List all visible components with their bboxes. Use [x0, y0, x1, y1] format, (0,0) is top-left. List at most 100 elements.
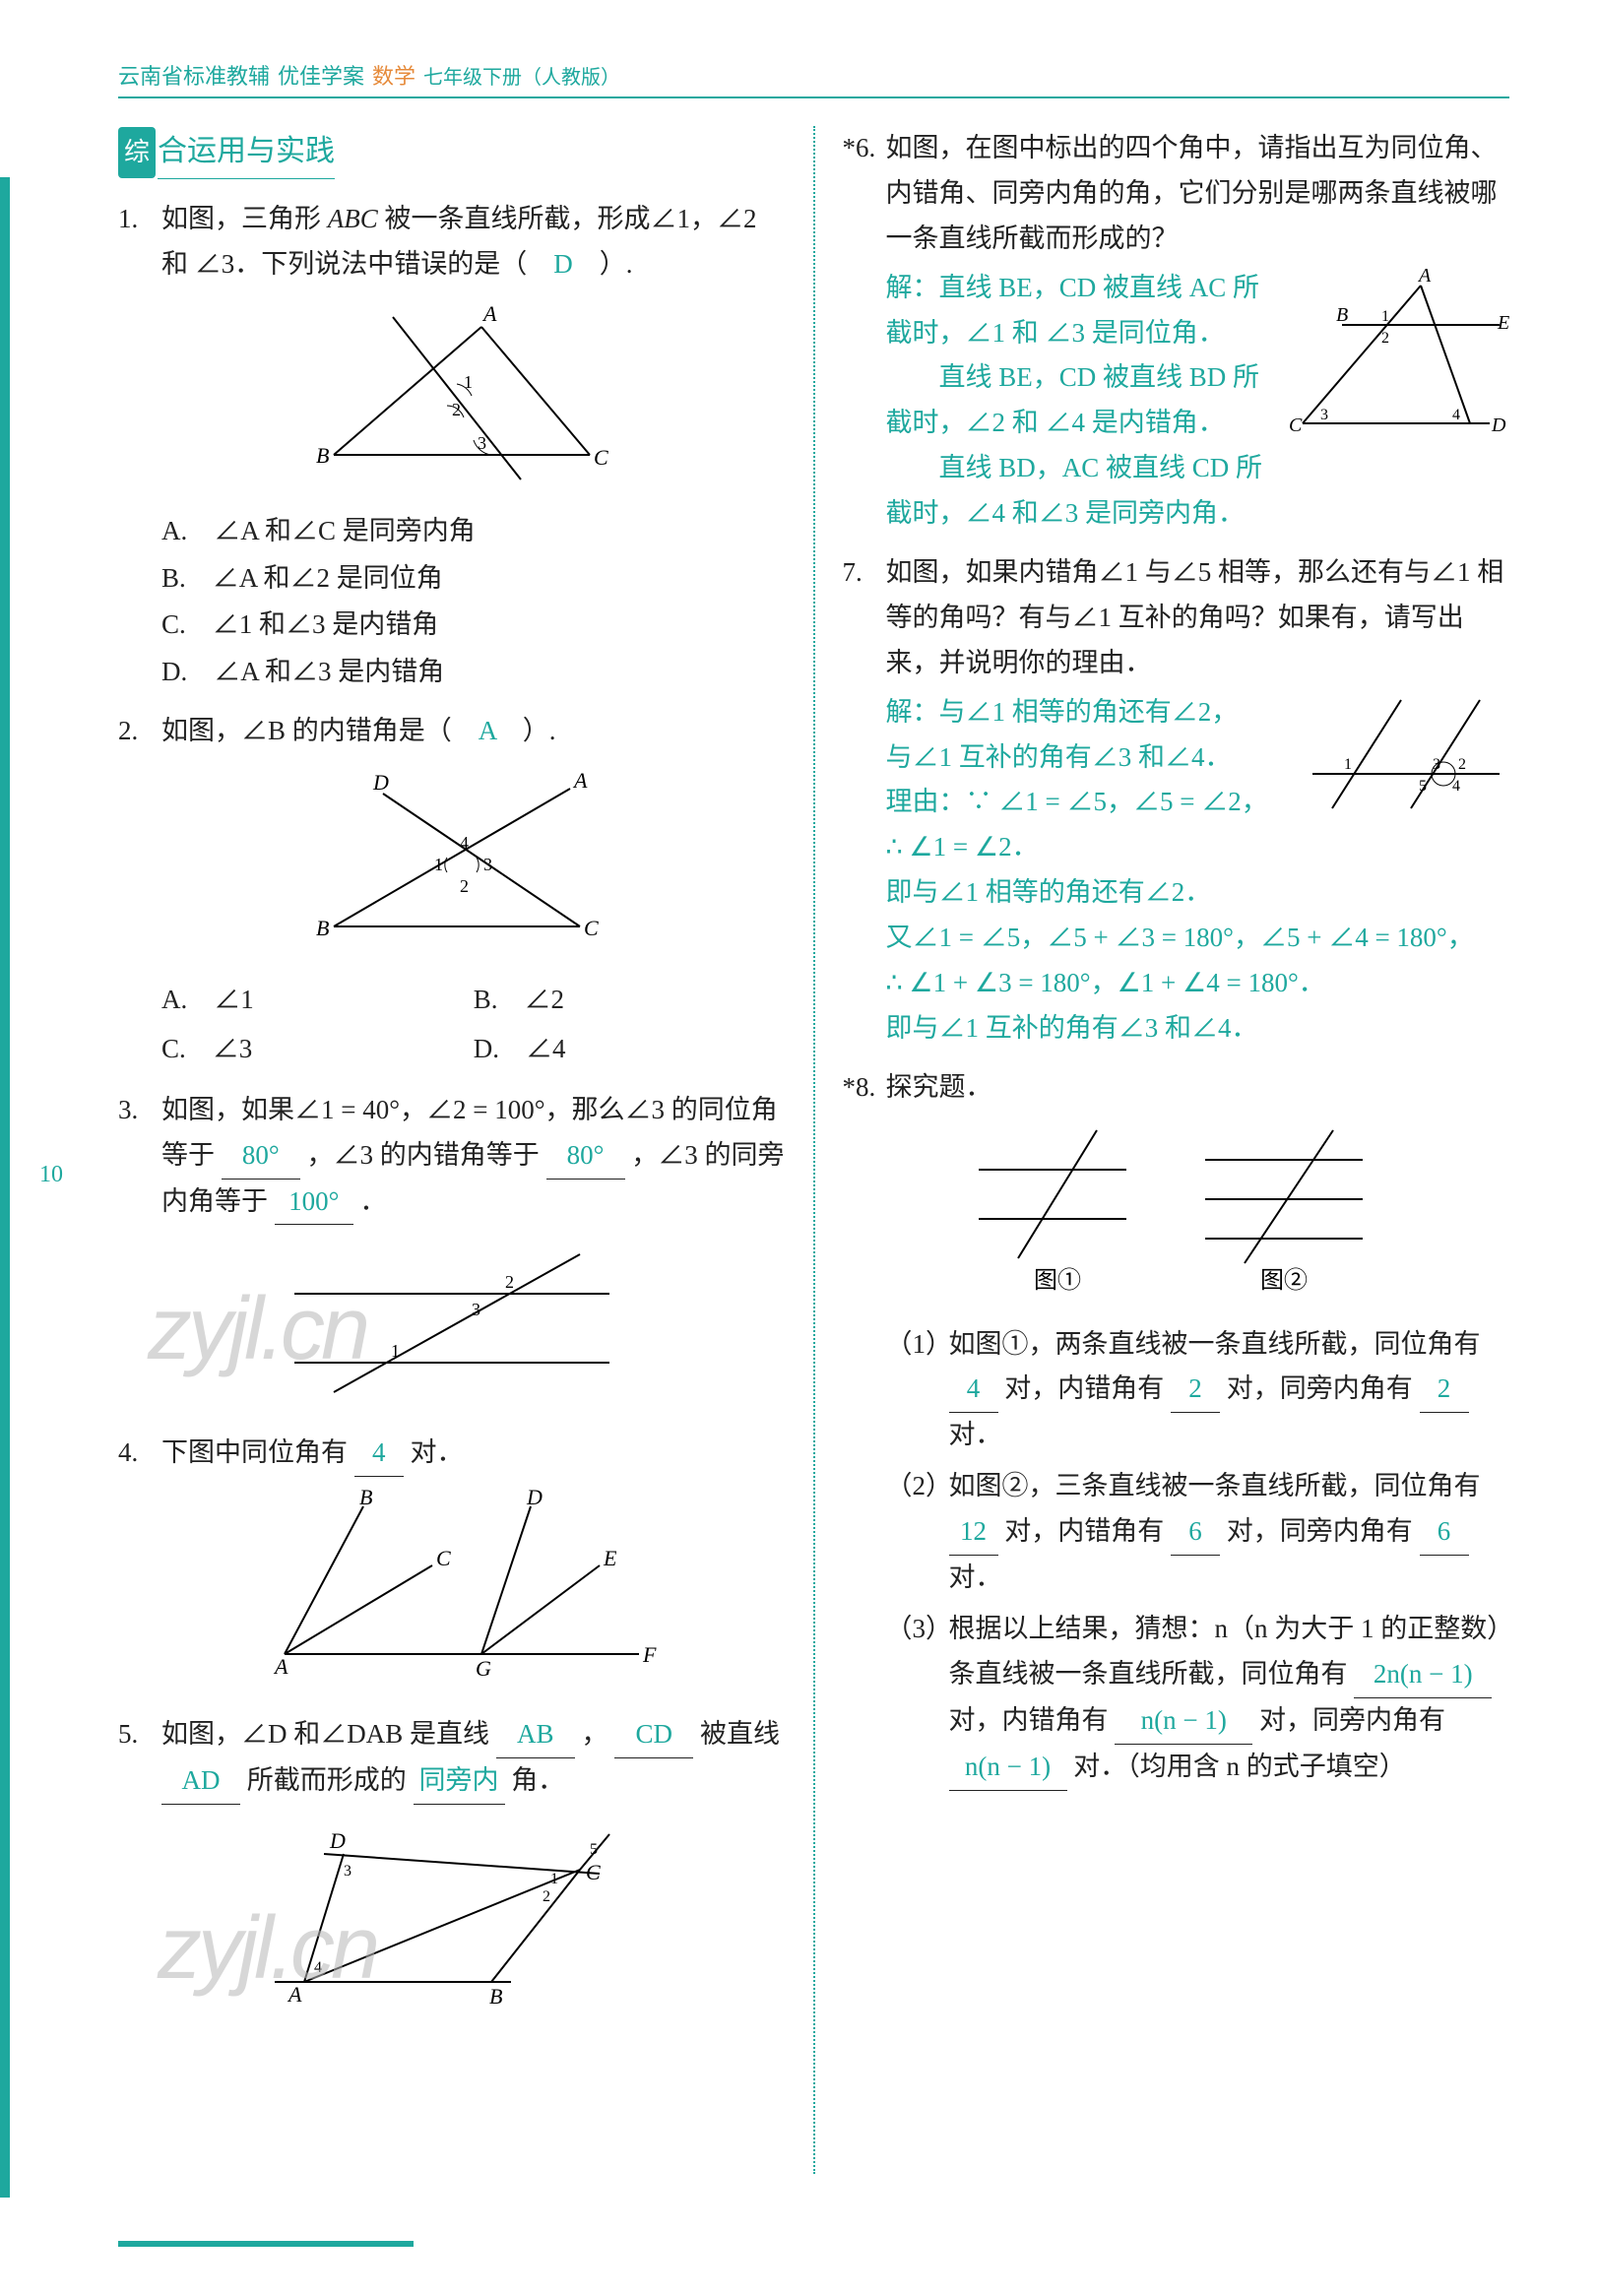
q5-C: C [586, 1860, 601, 1884]
q4-t1: 下图中同位角有 [161, 1437, 348, 1467]
q3-l3: 3 [472, 1300, 480, 1319]
q1-figure: A B C 1 2 3 [118, 297, 786, 499]
right-column: *6. 如图，在图中标出的四个角中，请指出互为同位角、内错角、同旁内角的角，它们… [843, 126, 1510, 2174]
header-grade: 七年级下册（人教版） [423, 61, 620, 90]
q1-answer: D [553, 249, 573, 279]
q5-l5: 5 [590, 1841, 598, 1858]
q2-choices: A. ∠1 B. ∠2 C. ∠3 D. ∠4 [118, 976, 786, 1074]
q8-s2-b2: 6 [1171, 1509, 1220, 1556]
question-7: 7. 如图，如果内错角∠1 与∠5 相等，那么还有与∠1 相等的角吗？有与∠1 … [843, 550, 1510, 1052]
q7-l1: 1 [1344, 756, 1352, 773]
q4-blank-1: 4 [354, 1431, 404, 1477]
q8-s2-t3: 对，同旁内角有 [1227, 1516, 1413, 1546]
q8-sub3: （3） 根据以上结果，猜想：n（n 为大于 1 的正整数）条直线被一条直线所截，… [843, 1607, 1510, 1791]
q1-l2: 2 [452, 400, 461, 419]
q8-figure: 图① 图② [843, 1120, 1510, 1312]
q3-t4: ． [360, 1186, 387, 1216]
question-6: *6. 如图，在图中标出的四个角中，请指出互为同位角、内错角、同旁内角的角，它们… [843, 126, 1510, 537]
q8-s3-t4: 对．（均用含 n 的式子填空） [1073, 1752, 1406, 1781]
q5-body: 如图，∠D 和∠DAB 是直线 AB ， CD 被直线 AD 所截而形成的 同旁… [161, 1712, 786, 1805]
q4-figure: A B C D E F G [118, 1487, 786, 1698]
q4-body: 下图中同位角有 4 对． [161, 1431, 786, 1477]
q4-A: A [273, 1654, 288, 1679]
q3-num: 3. [118, 1088, 161, 1226]
q5-l1: 1 [550, 1871, 558, 1887]
q8-s3-t2: 对，内错角有 [949, 1705, 1109, 1735]
q8-cap2: 图② [1260, 1267, 1308, 1294]
q2-l2: 2 [460, 876, 469, 896]
q7-num: 7. [843, 550, 886, 686]
q1-text-c: ）. [573, 249, 633, 279]
q5-t5: 角． [511, 1765, 564, 1795]
q8-s2-t4: 对． [949, 1563, 1002, 1592]
question-2: 2. 如图，∠B 的内错角是（ A ）. A B C D 1 [118, 709, 786, 1074]
q5-figure: A B C D 1 2 3 4 5 zyjl.cn [118, 1815, 786, 2026]
q8-cap1: 图① [1034, 1267, 1081, 1294]
bottom-accent-bar [118, 2241, 414, 2247]
q7-l5: 5 [1419, 778, 1427, 795]
q6-B: B [1336, 304, 1348, 326]
q6-body: 如图，在图中标出的四个角中，请指出互为同位角、内错角、同旁内角的角，它们分别是哪… [886, 126, 1510, 262]
q2-text-b: ）. [496, 716, 556, 745]
q8-sub2: （2） 如图②，三条直线被一条直线所截，同位角有 12 对，内错角有 6 对，同… [843, 1464, 1510, 1601]
q4-t2: 对． [411, 1437, 464, 1467]
q4-G: G [476, 1656, 491, 1681]
q3-l2: 2 [505, 1272, 514, 1292]
q1-choices: A. ∠A 和∠C 是同旁内角 B. ∠A 和∠2 是同位角 C. ∠1 和∠3… [118, 509, 786, 696]
q7-sol-7: 即与∠1 互补的角有∠3 和∠4． [886, 1006, 1510, 1052]
q5-blank-1: AB [496, 1712, 575, 1758]
q4-E: E [603, 1546, 617, 1570]
q6-C: C [1289, 415, 1303, 436]
q7-body: 如图，如果内错角∠1 与∠5 相等，那么还有与∠1 相等的角吗？有与∠1 互补的… [886, 550, 1510, 686]
q3-blank-2: 80° [546, 1133, 625, 1180]
question-1: 1. 如图，三角形 ABC 被一条直线所截，形成∠1，∠2 和 ∠3．下列说法中… [118, 197, 786, 695]
q1-l1: 1 [464, 372, 473, 392]
q1-A: A [481, 301, 497, 326]
q1-abc: ABC [328, 204, 378, 233]
q5-D: D [329, 1828, 346, 1853]
q8-s1-t4: 对． [949, 1420, 1002, 1449]
q6-D: D [1491, 415, 1506, 436]
q2-text-a: 如图，∠B 的内错角是（ [161, 716, 479, 745]
q1-num: 1. [118, 197, 161, 287]
q2-choice-B: B. ∠2 [474, 978, 786, 1023]
q6-E: E [1497, 312, 1509, 334]
q5-blank-2: CD [614, 1712, 693, 1758]
q6-figure: A B C D E 1 2 3 4 [1283, 266, 1509, 468]
q8-s2-t2: 对，内错角有 [1004, 1516, 1164, 1546]
q8-body: 探究题． [886, 1065, 1510, 1111]
q8-s1-num: （1） [886, 1322, 949, 1459]
q2-body: 如图，∠B 的内错角是（ A ）. [161, 709, 786, 754]
q3-body: 如图，如果∠1 = 40°，∠2 = 100°，那么∠3 的同位角等于 80° … [161, 1088, 786, 1226]
q7-sol-4: 即与∠1 相等的角还有∠2． [886, 870, 1510, 916]
q5-num: 5. [118, 1712, 161, 1805]
q8-sub1: （1） 如图①，两条直线被一条直线所截，同位角有 4 对，内错角有 2 对，同旁… [843, 1322, 1510, 1459]
q3-l1: 1 [391, 1341, 400, 1361]
q8-s3-num: （3） [886, 1607, 949, 1791]
q8-s3-b2: n(n − 1) [1115, 1698, 1252, 1745]
q5-l3: 3 [344, 1863, 352, 1880]
q8-s1-t1: 如图①，两条直线被一条直线所截，同位角有 [949, 1329, 1481, 1359]
q2-l1: 1 [434, 855, 443, 874]
q7-sol-6: ∴ ∠1 + ∠3 = 180°，∠1 + ∠4 = 180°． [886, 961, 1510, 1006]
q2-l3: 3 [483, 855, 492, 874]
question-4: 4. 下图中同位角有 4 对． A B [118, 1431, 786, 1698]
q2-choice-A: A. ∠1 [161, 978, 474, 1023]
q5-blank-3: AD [161, 1758, 240, 1805]
q1-choice-A: A. ∠A 和∠C 是同旁内角 [161, 509, 786, 554]
q8-s3-t3: 对，同旁内角有 [1259, 1705, 1445, 1735]
q5-l4: 4 [314, 1959, 322, 1976]
question-8: *8. 探究题． [843, 1065, 1510, 1791]
q8-s2-b1: 12 [949, 1509, 998, 1556]
q8-s1-t3: 对，同旁内角有 [1227, 1373, 1413, 1403]
side-accent-bar [0, 177, 10, 2198]
section-title: 综 合运用与实践 [118, 126, 335, 179]
q6-l2: 2 [1381, 330, 1389, 347]
header-subject: 数学 [372, 59, 415, 91]
q2-figure: A B C D 1 2 3 4 [118, 764, 786, 966]
page-number: 10 [39, 1162, 63, 1188]
q5-t2: ， [582, 1719, 608, 1749]
question-5: 5. 如图，∠D 和∠DAB 是直线 AB ， CD 被直线 AD 所截而形成的… [118, 1712, 786, 2026]
q8-s1-b1: 4 [949, 1367, 998, 1413]
q8-s2-t1: 如图②，三条直线被一条直线所截，同位角有 [949, 1471, 1481, 1500]
